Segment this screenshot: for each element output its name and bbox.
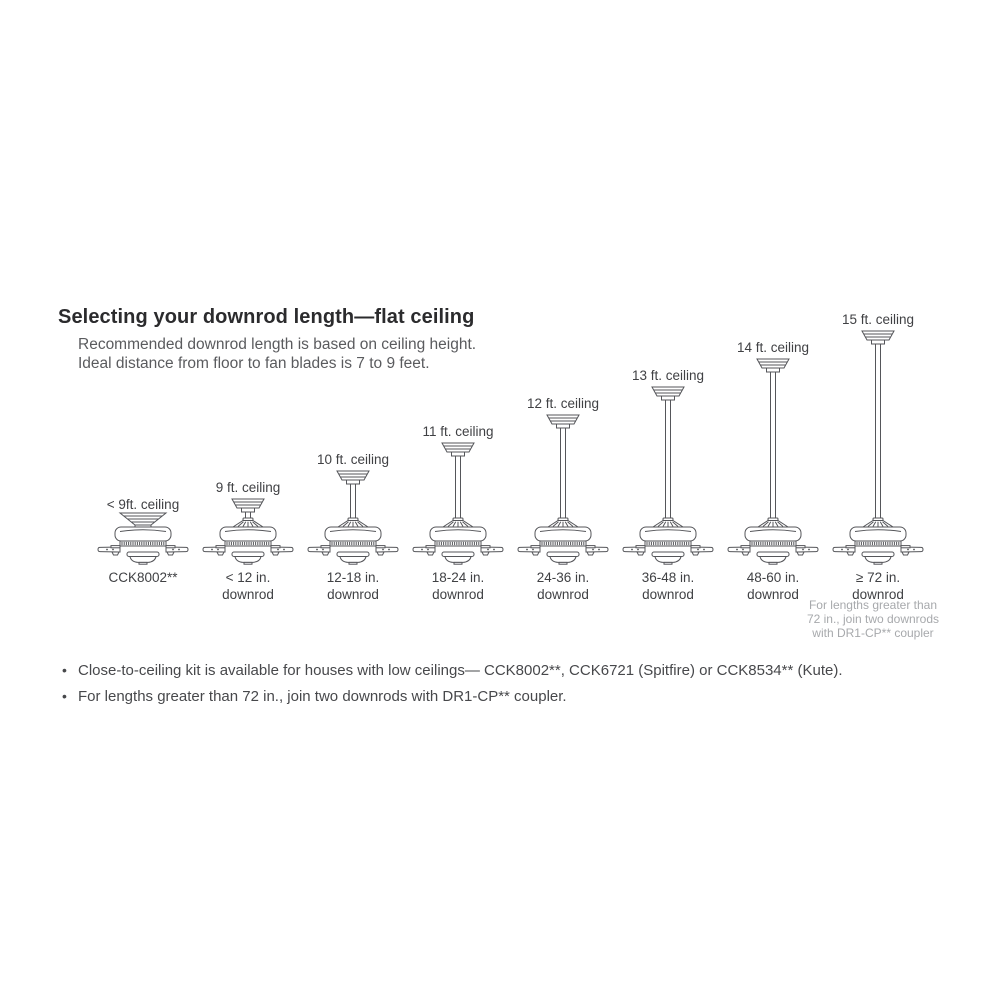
coupler-note-line-3: with DR1-CP** coupler <box>812 626 934 640</box>
ceiling-fan-illustration <box>832 330 924 565</box>
page-title: Selecting your downrod length—flat ceili… <box>58 306 475 328</box>
ceiling-fan-illustration <box>517 414 609 565</box>
downrod-length-label: 24-36 in. downrod <box>536 570 590 602</box>
coupler-note: For lengths greater than 72 in., join tw… <box>775 598 971 640</box>
ceiling-height-label: 15 ft. ceiling <box>841 312 915 327</box>
downrod-length-label: 48-60 in. downrod <box>746 570 800 602</box>
bullet-icon: • <box>62 688 67 704</box>
footnote-text: Close-to-ceiling kit is available for ho… <box>78 662 843 679</box>
ceiling-fan-illustration <box>727 358 819 565</box>
ceiling-height-label: 11 ft. ceiling <box>422 424 494 439</box>
ceiling-fan-illustration <box>202 498 294 565</box>
ceiling-height-label: 10 ft. ceiling <box>316 452 390 467</box>
subtitle: Recommended downrod length is based on c… <box>78 335 476 373</box>
ceiling-fan-illustration <box>97 512 189 565</box>
ceiling-height-label: 12 ft. ceiling <box>526 396 600 411</box>
footnote-item: • For lengths greater than 72 in., join … <box>62 687 972 706</box>
downrod-length-label: 36-48 in. downrod <box>641 570 695 602</box>
downrod-length-label: 12-18 in. downrod <box>326 570 380 602</box>
subtitle-line-1: Recommended downrod length is based on c… <box>78 336 477 353</box>
downrod-length-label: CCK8002** <box>108 570 178 585</box>
coupler-note-line-1: For lengths greater than <box>808 598 938 612</box>
downrod-length-label: < 12 in. downrod <box>222 570 274 602</box>
subtitle-line-2: Ideal distance from floor to fan blades … <box>78 355 430 372</box>
footnote-item: • Close-to-ceiling kit is available for … <box>62 661 972 680</box>
footnotes: • Close-to-ceiling kit is available for … <box>62 661 972 713</box>
ceiling-fan-illustration <box>622 386 714 565</box>
ceiling-height-label: 13 ft. ceiling <box>631 368 705 383</box>
coupler-note-line-2: 72 in., join two downrods <box>806 612 940 626</box>
ceiling-height-label: 14 ft. ceiling <box>736 340 810 355</box>
ceiling-height-label: < 9ft. ceiling <box>106 497 180 512</box>
downrod-length-label: 18-24 in. downrod <box>431 570 485 602</box>
downrod-length-label: ≥ 72 in. downrod <box>852 570 904 602</box>
ceiling-fan-illustration <box>307 470 399 565</box>
bullet-icon: • <box>62 662 67 678</box>
footnote-text: For lengths greater than 72 in., join tw… <box>78 688 567 705</box>
ceiling-fan-illustration <box>412 442 504 565</box>
ceiling-height-label: 9 ft. ceiling <box>215 480 281 495</box>
